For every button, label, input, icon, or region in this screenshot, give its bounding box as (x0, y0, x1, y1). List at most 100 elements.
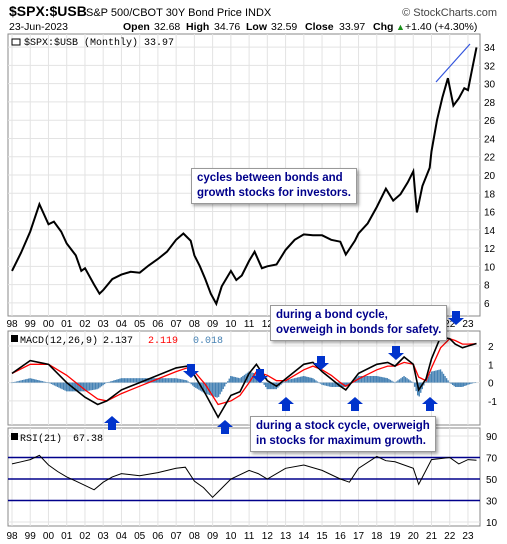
symbol-title: $SPX:$USB (9, 3, 87, 19)
macd-histogram-bar (403, 375, 405, 383)
macd-histogram-bar (298, 377, 300, 383)
macd-histogram-bar (103, 382, 106, 385)
macd-histogram-bar (195, 382, 197, 388)
macd-histogram-bar (216, 382, 218, 398)
macd-histogram-bar (397, 380, 399, 383)
macd-histogram-bar (68, 382, 71, 392)
macd-histogram-bar (430, 371, 433, 383)
price-legend-swatch (11, 38, 21, 46)
price-tick-label: 14 (484, 226, 496, 237)
macd-histogram-bar (404, 377, 407, 383)
macd-histogram-bar (40, 380, 42, 383)
macd-histogram-bar (223, 382, 226, 387)
macd-histogram-bar (178, 378, 180, 383)
macd-histogram-bar (435, 370, 437, 383)
macd-histogram-bar (132, 378, 135, 383)
macd-histogram-bar (316, 381, 319, 383)
x-tick-label: 11 (244, 531, 255, 542)
macd-histogram-bar (269, 382, 271, 390)
symbol-name: S&P 500/CBOT 30Y Bond Price INDX (86, 7, 272, 19)
high-value: 34.76 (214, 21, 240, 33)
macd-histogram-bar (125, 378, 127, 383)
macd-histogram-bar (261, 382, 264, 384)
macd-histogram-bar (119, 378, 121, 383)
price-tick-label: 24 (484, 134, 496, 145)
x-tick-label: 01 (61, 531, 73, 542)
arrow-down-icon (388, 346, 404, 360)
x-tick-label: 22 (444, 319, 456, 330)
macd-histogram-bar (93, 382, 95, 390)
macd-histogram-bar (151, 378, 153, 383)
macd-histogram-bar (172, 378, 174, 383)
macd-histogram-bar (334, 382, 337, 387)
price-tick-label: 10 (484, 262, 496, 273)
x-tick-label: 98 (6, 531, 18, 542)
macd-histogram-bar (272, 382, 275, 390)
bond-cycle-note: during a bond cycle, overweigh in bonds … (270, 305, 448, 341)
macd-histogram-bar (287, 379, 290, 383)
macd-histogram-bar (30, 378, 33, 383)
x-tick-label: 02 (79, 319, 91, 330)
macd-histogram-bar (409, 380, 411, 383)
macd-histogram-bar (243, 374, 246, 383)
macd-histogram-bar (239, 378, 241, 383)
macd-histogram-bar (21, 380, 24, 383)
macd-histogram-bar (109, 381, 112, 383)
macd-histogram-bar (67, 382, 69, 392)
macd-histogram-bar (363, 375, 366, 383)
macd-histogram-bar (211, 382, 214, 397)
macd-histogram-bar (249, 372, 252, 383)
macd-histogram-bar (113, 380, 115, 383)
macd-histogram-bar (161, 378, 164, 383)
macd-histogram-bar (33, 379, 36, 383)
macd-histogram-bar (202, 382, 205, 393)
macd-histogram-bar (23, 379, 25, 383)
price-series-line (11, 47, 478, 307)
macd-histogram-bar (230, 375, 232, 383)
macd-histogram-bar (445, 378, 448, 383)
macd-histogram-bar (140, 378, 142, 383)
macd-histogram-bar (76, 382, 78, 392)
macd-histogram-bar (345, 382, 347, 387)
macd-histogram-bar (59, 382, 62, 389)
macd-histogram-bar (187, 381, 189, 383)
macd-histogram-bar (65, 382, 68, 392)
brand-logo[interactable]: © StockCharts.com (402, 7, 497, 19)
macd-histogram-bar (406, 378, 408, 383)
macd-histogram-bar (192, 382, 194, 386)
macd-histogram-bar (49, 382, 51, 384)
macd-histogram-bar (131, 378, 133, 383)
macd-histogram-bar (46, 382, 48, 383)
macd-histogram-bar (120, 378, 123, 383)
macd-histogram-bar (84, 382, 86, 392)
macd-histogram-bar (75, 382, 77, 392)
macd-histogram-bar (78, 382, 80, 392)
macd-histogram-bar (43, 381, 45, 383)
open-label: Open (123, 21, 150, 33)
macd-histogram-bar (213, 382, 215, 397)
x-tick-label: 21 (426, 531, 438, 542)
macd-histogram-bar (20, 380, 22, 383)
macd-histogram-bar (385, 377, 387, 383)
macd-histogram-bar (106, 382, 109, 383)
macd-histogram-bar (252, 372, 255, 383)
macd-histogram-bar (108, 381, 110, 383)
macd-histogram-bar (438, 369, 440, 383)
chart-date: 23-Jun-2023 (9, 21, 68, 33)
macd-histogram-bar (365, 375, 367, 383)
x-tick-label: 99 (25, 531, 37, 542)
rsi-tick-label: 30 (486, 497, 498, 508)
macd-histogram-bar (333, 382, 335, 387)
x-tick-label: 13 (280, 531, 292, 542)
macd-value: 2.137 (103, 336, 133, 347)
macd-histogram-bar (32, 378, 34, 383)
macd-histogram-bar (289, 379, 291, 383)
macd-histogram-bar (12, 382, 15, 383)
macd-histogram-bar (138, 378, 141, 383)
x-tick-label: 08 (189, 531, 201, 542)
macd-histogram-bar (412, 382, 414, 384)
macd-histogram-bar (37, 380, 39, 383)
macd-histogram-bar (471, 382, 474, 384)
macd-histogram-bar (220, 382, 223, 392)
macd-histogram-bar (231, 376, 233, 383)
